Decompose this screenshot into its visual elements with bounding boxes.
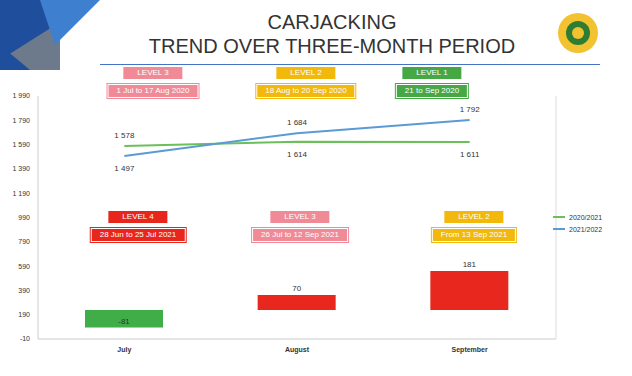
svg-text:-10: -10 (20, 335, 30, 342)
html-text:LEVEL 3: LEVEL 3 (284, 212, 316, 221)
svg-text:1 614: 1 614 (287, 150, 308, 159)
svg-text:1 611: 1 611 (460, 150, 480, 159)
svg-text:1 497: 1 497 (114, 164, 135, 173)
svg-text:990: 990 (18, 214, 30, 221)
svg-text:1 578: 1 578 (114, 131, 135, 140)
html-text:1 Jul to 17 Aug 2020: 1 Jul to 17 Aug 2020 (116, 86, 190, 95)
html-text:2020/2021: 2020/2021 (569, 213, 603, 221)
svg-text:1 590: 1 590 (12, 141, 30, 148)
svg-text:70: 70 (292, 284, 301, 293)
html-text:LEVEL 2: LEVEL 2 (290, 68, 322, 77)
html-text:26 Jul to 12 Sep 2021: 26 Jul to 12 Sep 2021 (261, 230, 339, 239)
html-text:TREND OVER THREE-MONTH PERIOD: TREND OVER THREE-MONTH PERIOD (148, 35, 516, 57)
svg-text:July: July (117, 346, 131, 354)
html-text:28 Jun to 25 Jul 2021: 28 Jun to 25 Jul 2021 (99, 230, 177, 239)
html-text:LEVEL 4: LEVEL 4 (122, 212, 154, 221)
svg-text:1 792: 1 792 (460, 105, 481, 114)
svg-text:-81: -81 (118, 317, 130, 326)
svg-text:1 390: 1 390 (12, 165, 30, 172)
svg-text:190: 190 (18, 311, 30, 318)
html-text:LEVEL 3: LEVEL 3 (137, 68, 169, 77)
svg-text:590: 590 (18, 263, 30, 270)
svg-text:1 990: 1 990 (12, 92, 30, 99)
svg-text:August: August (285, 346, 310, 354)
html-text:From 13 Sep 2021: From 13 Sep 2021 (440, 230, 508, 239)
svg-text:1 790: 1 790 (12, 117, 30, 124)
html-text:2021/2022: 2021/2022 (569, 225, 603, 233)
html-text:LEVEL 2: LEVEL 2 (458, 212, 490, 221)
svg-text:390: 390 (18, 287, 30, 294)
svg-text:September: September (452, 346, 488, 354)
html-text:18 Aug to 20 Sep 2020: 18 Aug to 20 Sep 2020 (265, 86, 347, 95)
html-text:LEVEL 1: LEVEL 1 (416, 68, 448, 77)
html-text:CARJACKING: CARJACKING (267, 11, 397, 33)
html-text:21 to Sep 2020: 21 to Sep 2020 (404, 86, 460, 95)
svg-text:181: 181 (463, 260, 477, 269)
svg-text:1 190: 1 190 (12, 190, 30, 197)
svg-text:1 684: 1 684 (287, 118, 308, 127)
svg-text:790: 790 (18, 238, 30, 245)
